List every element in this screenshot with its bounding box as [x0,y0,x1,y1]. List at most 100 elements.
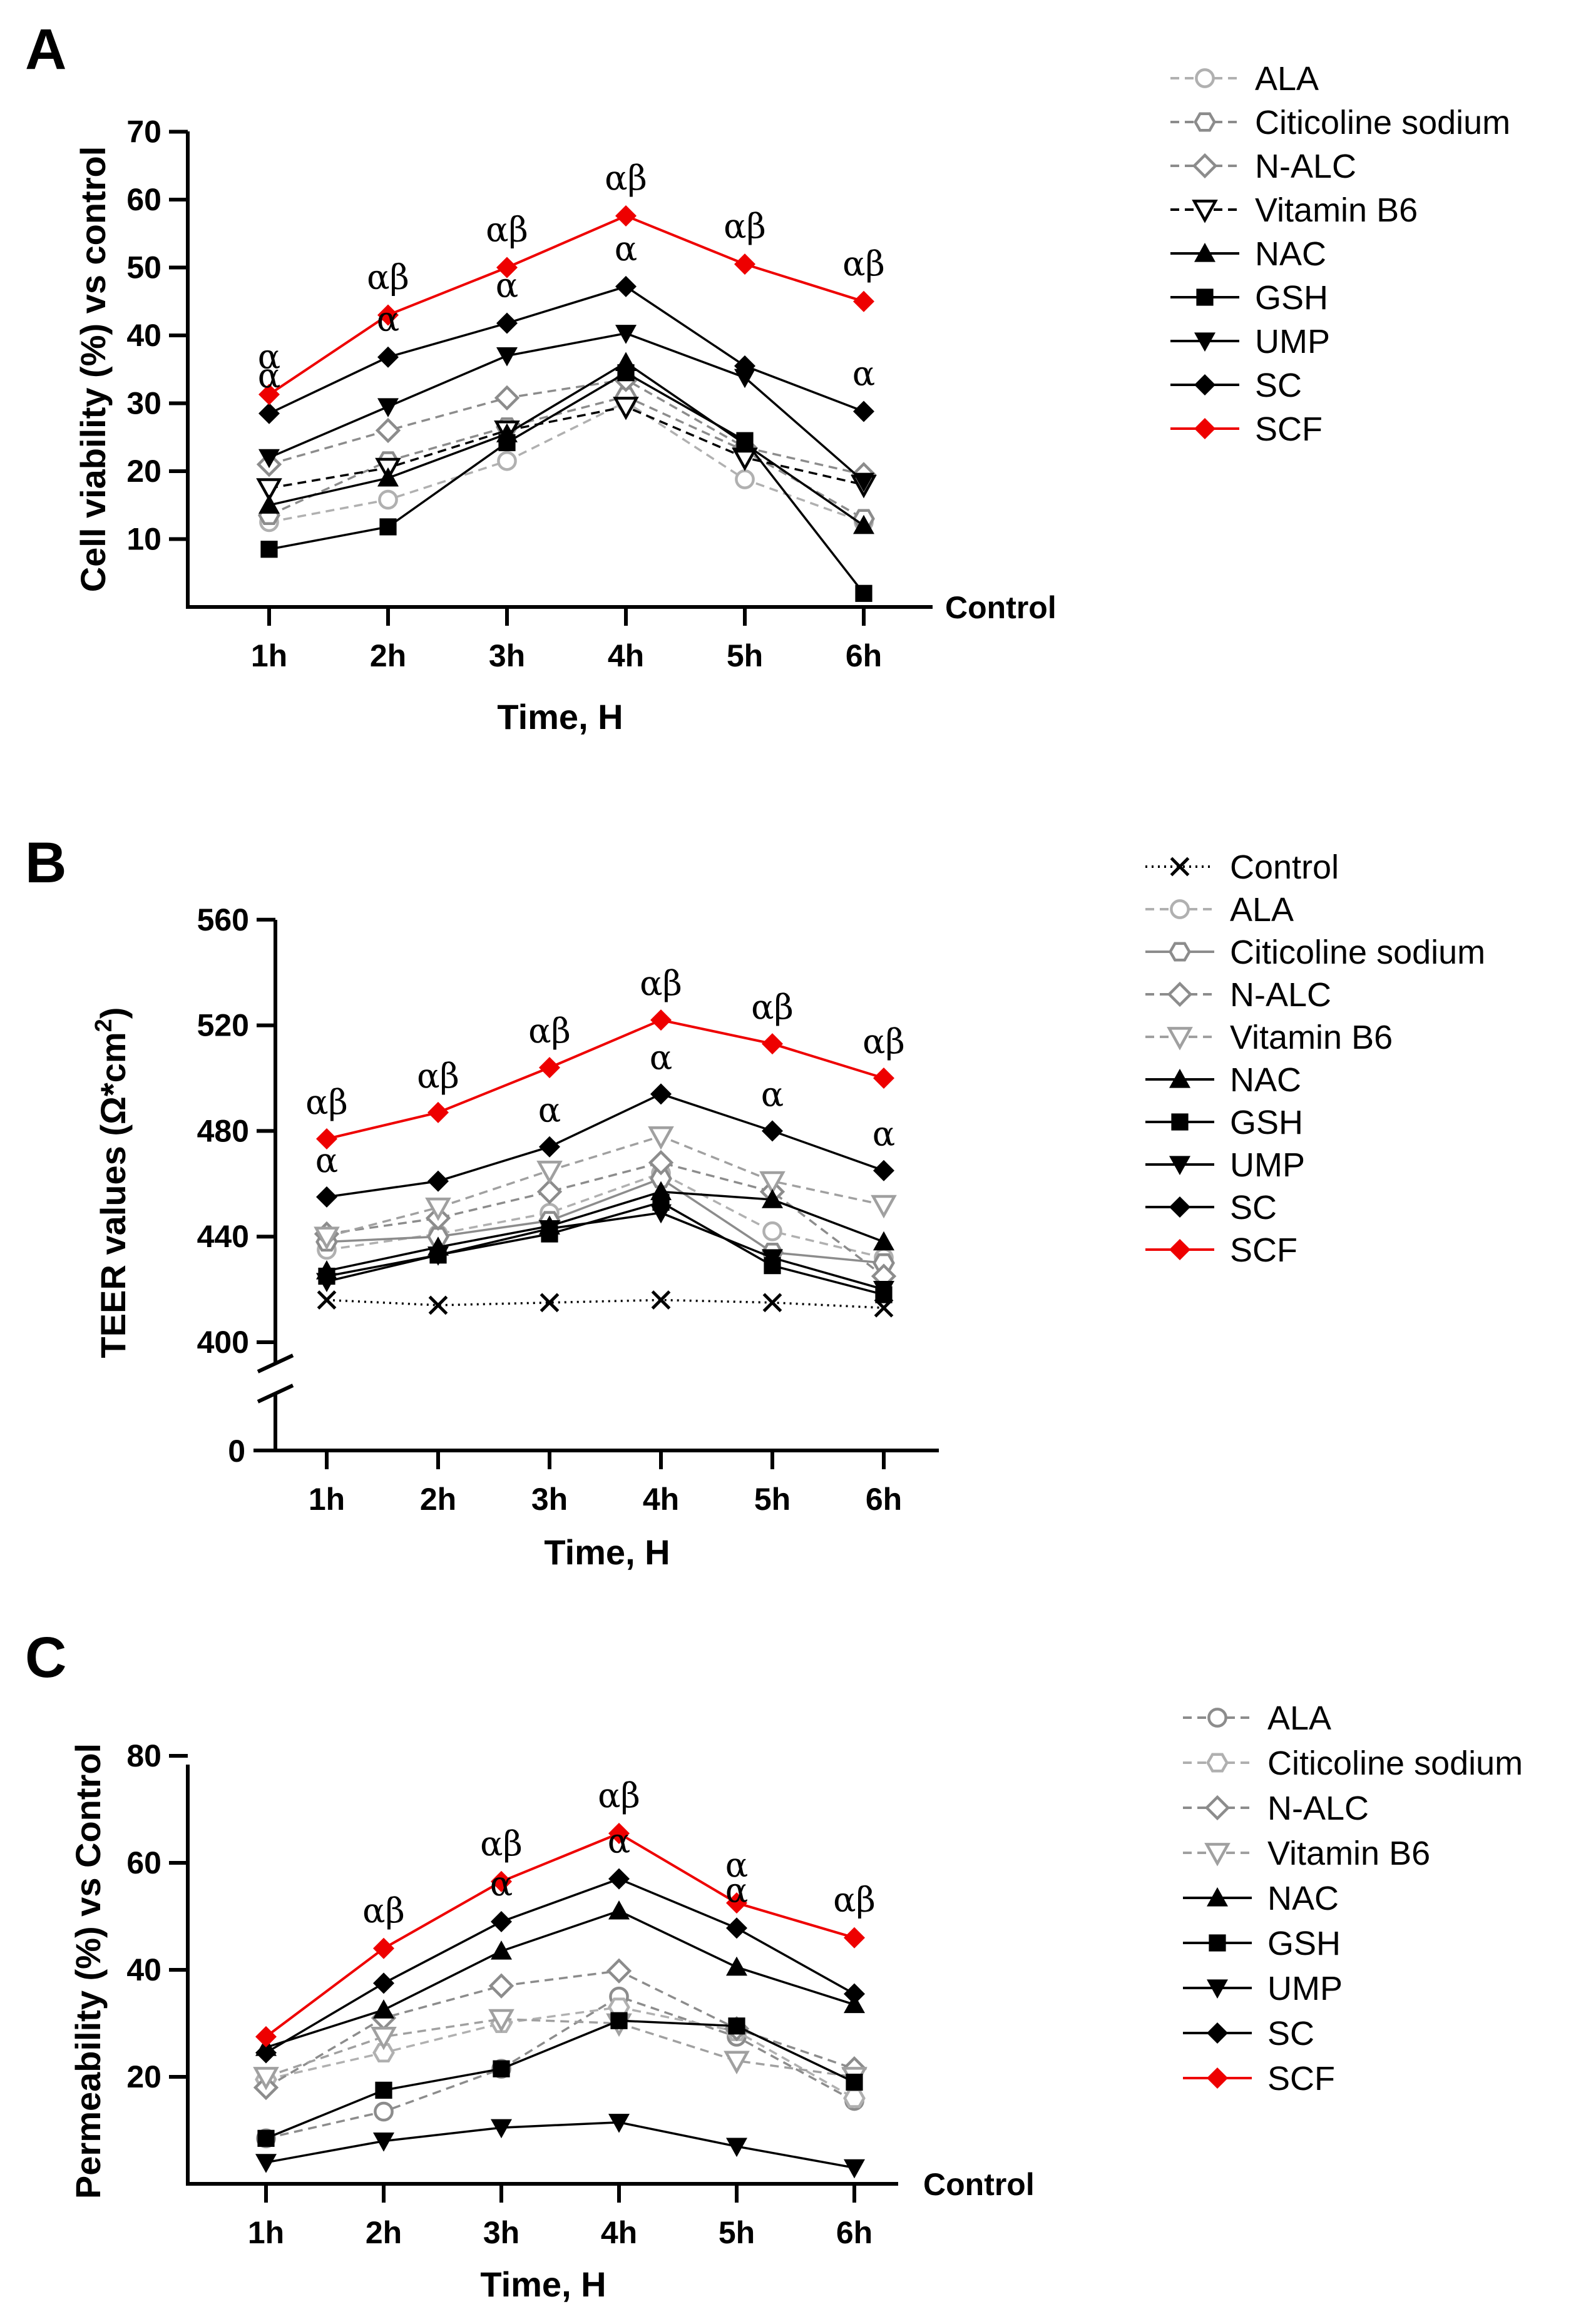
y-tick-label: 560 [197,902,249,937]
legend-label: ALA [1267,1700,1331,1737]
significance-label: α [615,229,637,268]
x-tick-label: 3h [483,2215,519,2250]
significance-label: αβ [486,210,528,250]
data-point-control [428,1295,448,1315]
series-line-vitamin-b6 [265,2017,855,2078]
legend-marker [1194,112,1216,132]
legend-marker [1170,899,1190,919]
significance-label: αβ [367,257,409,297]
significance-label: α [872,1114,895,1154]
data-point-ala [762,1221,782,1241]
legend-item-gsh: GSH [1183,1925,1341,1962]
legend-marker [1207,2067,1228,2089]
legend-marker [1209,1934,1226,1952]
legend-label: GSH [1230,1104,1303,1141]
data-point-gsh [379,518,397,536]
panel-c-series [253,1822,867,2179]
data-point-sc [491,1911,512,1933]
data-point-ala [735,469,755,489]
x-tick-label: 6h [866,1482,902,1517]
legend-label: ALA [1230,891,1294,929]
y-tick-label: 440 [197,1219,249,1254]
data-point-gsh [855,584,872,602]
data-point-control [762,1293,782,1313]
series-line-ump [265,2121,855,2169]
series-ala [259,392,874,533]
data-point-gsh [260,541,278,558]
significance-label: α [608,1822,630,1861]
legend-marker [1169,1196,1190,1218]
panel-a-x-axis-title: Time, H [497,697,623,736]
legend-item-vitamin-b6: Vitamin B6 [1145,1019,1393,1056]
legend-item-citicoline-sodium: Citicoline sodium [1170,104,1510,141]
series-ala [256,1986,864,2149]
x-tick-label: 6h [836,2215,872,2250]
significance-label: α [650,1037,672,1077]
series-line-gsh [326,1201,884,1296]
data-point-n-alc [648,1149,674,1176]
y-tick-label: 30 [126,386,161,421]
y-tick-label: 20 [126,2059,161,2094]
legend-label: Vitamin B6 [1255,191,1418,229]
panel-a-y-axis-title: Cell viability (%) vs control [73,146,113,593]
panel-a-y-ticks: 10 20 30 40 50 60 70 [126,115,188,557]
legend-item-ala: ALA [1183,1700,1331,1737]
panel-c-y-ticks: 20 40 60 80 [126,1738,188,2094]
legend-label: SC [1255,367,1302,404]
data-point-ump [608,2114,630,2133]
data-point-scf [608,1822,630,1844]
data-point-vitamin-b6 [759,1171,786,1195]
data-point-vitamin-b6 [314,1226,340,1250]
series-line-sc [265,1877,855,2054]
legend-item-ala: ALA [1145,891,1294,929]
series-control [317,1290,894,1318]
data-point-ump [650,1204,672,1224]
legend-item-scf: SCF [1183,2060,1335,2097]
x-tick-label: 5h [719,2215,755,2250]
legend-label: Citicoline sodium [1267,1745,1523,1782]
legend-label: SC [1267,2015,1314,2052]
data-point-vitamin-b6 [613,397,639,420]
significance-label: α [538,1091,561,1130]
x-tick-label: 1h [248,2215,284,2250]
legend-marker [1169,942,1191,962]
x-tick-label: 4h [601,2215,637,2250]
series-scf [258,205,874,405]
data-point-vitamin-b6 [425,1197,451,1221]
data-point-citicoline-sodium [843,2088,866,2108]
significance-label: αβ [842,244,885,283]
significance-label: αβ [598,1776,640,1815]
panel-c-control-label: Control [923,2167,1035,2202]
data-point-scf [650,1009,672,1031]
series-line-ala [265,1995,855,2140]
data-point-gsh [375,2081,392,2099]
series-line-scf [268,214,864,396]
data-point-n-alc [536,1179,563,1205]
series-gsh [318,1193,893,1303]
data-point-sc [615,275,637,297]
legend-item-citicoline-sodium: Citicoline sodium [1145,934,1485,971]
x-tick-label: 3h [531,1482,568,1517]
data-point-control [651,1290,671,1310]
data-point-gsh [736,432,754,449]
legend-label: Vitamin B6 [1267,1835,1430,1872]
legend-marker [1195,68,1215,88]
legend-marker [1207,1979,1228,1999]
data-point-vitamin-b6 [488,2009,514,2033]
series-line-scf [265,1832,855,2038]
data-point-sc [255,2042,277,2064]
data-point-vitamin-b6 [253,2067,279,2091]
panel-b-series [314,1009,897,1318]
y-tick-label: 480 [197,1113,249,1148]
data-point-ump [258,449,280,469]
legend-item-ala: ALA [1170,60,1319,98]
legend-marker [1167,1027,1193,1051]
significance-label: αβ [724,206,766,246]
legend-item-vitamin-b6: Vitamin B6 [1170,191,1418,229]
legend-marker [1204,1795,1231,1821]
panel-b-y-axis-title: TEER values (Ω*cm2) [91,1007,133,1358]
x-tick-label: 5h [727,638,763,673]
legend-item-n-alc: N-ALC [1170,148,1356,185]
legend-marker [1207,1708,1227,1728]
